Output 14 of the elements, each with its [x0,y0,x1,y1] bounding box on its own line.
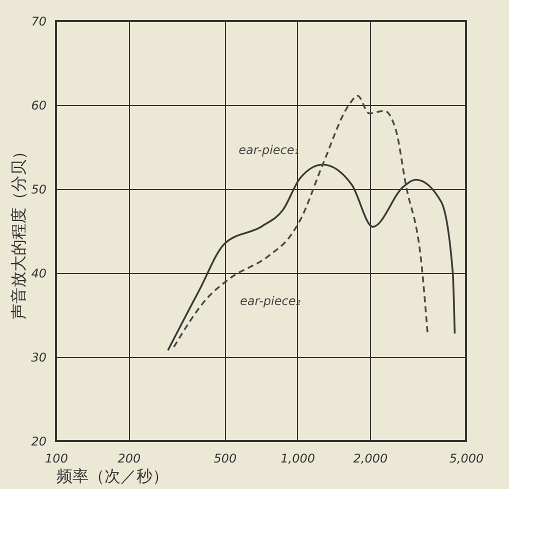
y-tick-label: 70 [31,14,47,28]
y-tick-label: 30 [31,350,47,364]
y-tick-label: 20 [31,434,47,448]
x-axis-title: 频率（次／秒） [56,466,168,486]
y-tick-label: 50 [31,182,47,196]
y-axis-title: 声音放大的程度（分贝） [9,144,28,320]
x-tick-label: 2,000 [353,452,388,466]
x-tick-label: 5,000 [449,452,484,466]
x-tick-label: 1,000 [280,452,316,466]
y-tick-label: 60 [31,98,47,112]
x-tick-label: 500 [214,452,237,466]
x-tick-label: 200 [118,452,141,466]
y-tick-label: 40 [31,266,47,280]
x-tick-label: 100 [45,452,68,466]
